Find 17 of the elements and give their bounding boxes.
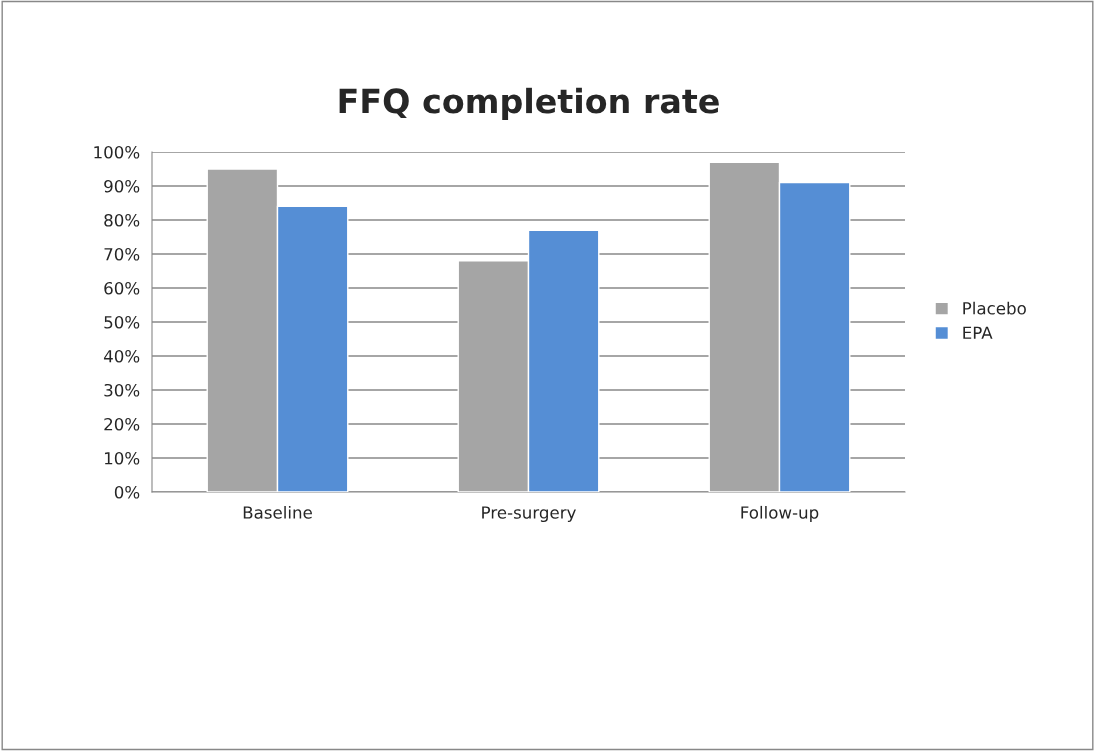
legend-label: EPA [963, 326, 993, 339]
legend-label: Placebo [963, 301, 1026, 315]
y-tick-label: 100% [94, 145, 140, 159]
y-tick-label: 60% [104, 281, 140, 295]
y-tick-label: 0% [114, 485, 140, 499]
x-tick-label: Baseline [243, 505, 312, 519]
x-tick-label: Follow-up [741, 505, 819, 523]
y-tick-label: 40% [103, 349, 140, 363]
y-tick-label: 30% [104, 383, 140, 397]
y-tick-label: 10% [104, 451, 140, 465]
chart-title: FFQ completion rate [339, 87, 719, 121]
x-tick-label: Pre-surgery [482, 506, 576, 523]
y-tick-label: 70% [104, 247, 140, 261]
y-tick-label: 20% [104, 417, 140, 431]
y-tick-label: 90% [104, 179, 140, 193]
y-tick-label: 80% [104, 213, 140, 227]
y-tick-label: 50% [104, 315, 140, 329]
